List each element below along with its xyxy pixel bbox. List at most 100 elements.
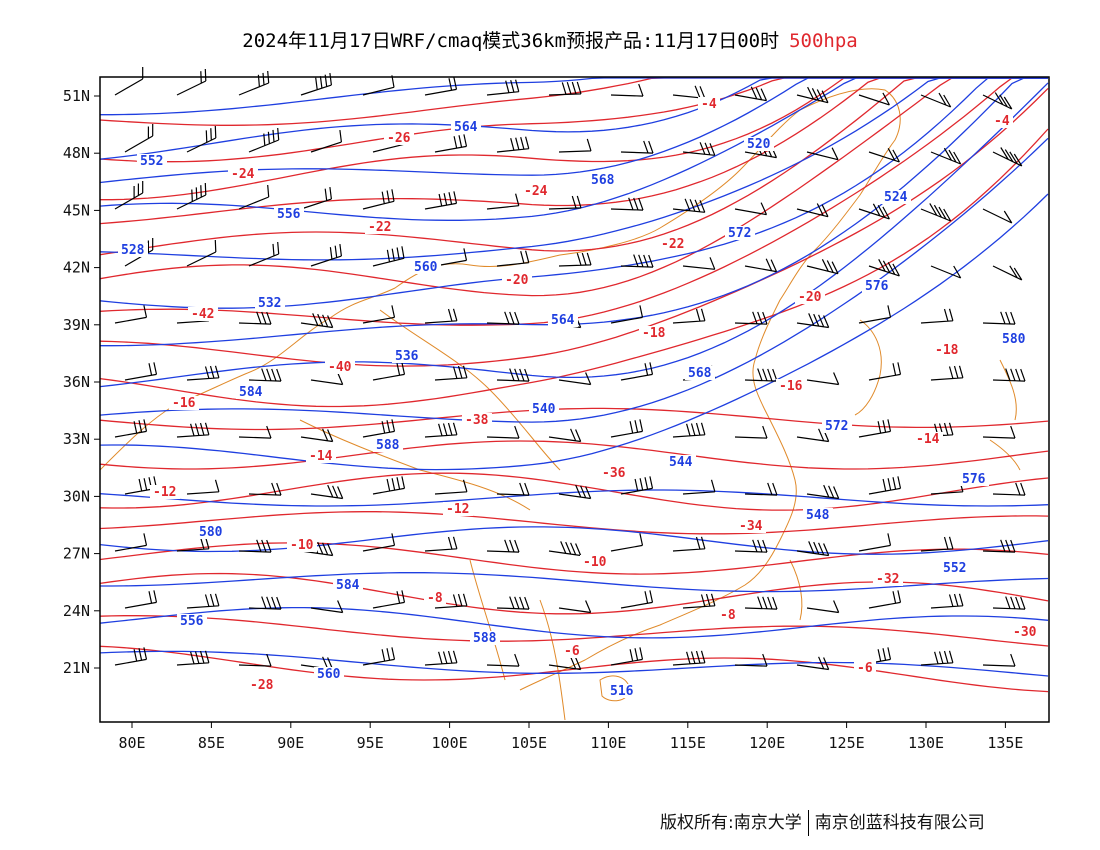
lon-tick-label: 110E bbox=[590, 734, 626, 752]
temperature-label: -22 bbox=[661, 237, 684, 252]
height-isoline bbox=[99, 77, 1048, 160]
wind-barb bbox=[868, 259, 900, 277]
wind-barb bbox=[248, 241, 280, 267]
wind-barb bbox=[558, 372, 592, 386]
map-title: 2024年11月17日WRF/cmaq模式36km预报产品:11月17日00时 5… bbox=[0, 26, 1100, 53]
wind-barb bbox=[558, 252, 592, 267]
wind-barb bbox=[610, 197, 644, 211]
temperature-label: -18 bbox=[935, 343, 959, 358]
wind-barb bbox=[496, 368, 530, 382]
lat-tick-label: 51N bbox=[63, 87, 90, 105]
wind-barb bbox=[672, 308, 706, 324]
temperature-label: -4 bbox=[994, 114, 1010, 129]
wind-barb bbox=[486, 311, 520, 325]
height-isoline bbox=[99, 489, 1049, 507]
wind-barb bbox=[744, 482, 778, 496]
temperature-label: -24 bbox=[524, 184, 548, 199]
wind-barb bbox=[858, 92, 890, 106]
wind-barb bbox=[186, 593, 220, 609]
wind-barb bbox=[248, 368, 282, 382]
height-label: 552 bbox=[943, 561, 966, 576]
height-isoline bbox=[99, 77, 1048, 221]
wind-barb bbox=[362, 419, 396, 438]
temperature-label: -16 bbox=[779, 379, 803, 394]
wind-barb bbox=[362, 189, 395, 210]
lat-tick-label: 45N bbox=[63, 201, 90, 219]
wind-barb bbox=[186, 125, 217, 153]
lat-tick-label: 27N bbox=[63, 545, 90, 563]
temperature-isoline bbox=[99, 77, 1048, 163]
wind-barb bbox=[858, 203, 890, 220]
temperature-isoline bbox=[99, 572, 1049, 615]
temperature-label: -8 bbox=[720, 608, 736, 623]
height-label: 544 bbox=[669, 455, 693, 470]
wind-barb bbox=[620, 254, 654, 268]
wind-barb bbox=[806, 372, 840, 386]
temperature-label: -10 bbox=[290, 538, 314, 553]
temperature-label: -12 bbox=[446, 502, 469, 517]
wind-barb bbox=[744, 258, 778, 273]
temperature-label: -10 bbox=[583, 555, 607, 570]
inner-border-1 bbox=[379, 309, 561, 471]
wind-barb bbox=[610, 533, 644, 552]
height-label: 580 bbox=[199, 525, 223, 540]
wind-barb bbox=[806, 600, 840, 614]
wind-barb bbox=[362, 533, 396, 552]
temperature-isoline bbox=[99, 77, 1048, 297]
wind-barb bbox=[734, 425, 768, 439]
temperature-label: -8 bbox=[427, 591, 443, 606]
temperature-label: -20 bbox=[798, 290, 822, 305]
wind-barb bbox=[992, 265, 1023, 281]
wind-barb bbox=[672, 422, 706, 438]
wind-barb bbox=[806, 259, 839, 275]
temperature-label: -34 bbox=[739, 519, 763, 534]
wind-barb bbox=[806, 147, 839, 161]
wind-barb bbox=[300, 313, 334, 329]
wind-barb bbox=[734, 539, 768, 553]
wind-barb bbox=[300, 187, 332, 210]
wind-barb bbox=[248, 127, 280, 153]
height-label: 568 bbox=[591, 173, 615, 188]
lat-tick-label: 42N bbox=[63, 259, 90, 277]
wind-barb bbox=[496, 250, 530, 267]
height-label: 524 bbox=[884, 190, 908, 205]
wind-barb bbox=[434, 134, 468, 153]
wind-barb bbox=[744, 368, 778, 382]
temperature-isoline bbox=[99, 615, 1049, 647]
temperature-label: -16 bbox=[172, 396, 196, 411]
temperature-label: -22 bbox=[368, 220, 391, 235]
wind-barb bbox=[310, 130, 342, 153]
height-label: 560 bbox=[414, 260, 438, 275]
lat-tick-label: 30N bbox=[63, 487, 90, 505]
wind-barb bbox=[858, 305, 892, 324]
temperature-isoline bbox=[99, 440, 1049, 470]
wind-barb bbox=[310, 600, 344, 614]
height-label: 588 bbox=[376, 438, 400, 453]
height-label: 540 bbox=[532, 402, 556, 417]
wind-barbs bbox=[114, 67, 1026, 671]
wind-barb bbox=[558, 600, 592, 614]
china-outline bbox=[99, 88, 901, 691]
wind-barb bbox=[868, 590, 902, 609]
wind-barb bbox=[238, 539, 272, 553]
wind-barb bbox=[114, 305, 148, 324]
height-label: 564 bbox=[551, 313, 575, 328]
lon-tick-label: 135E bbox=[987, 734, 1023, 752]
temperature-label: -42 bbox=[191, 307, 214, 322]
lon-tick-label: 125E bbox=[829, 734, 865, 752]
wind-barb bbox=[486, 425, 520, 439]
temperature-label: -4 bbox=[701, 97, 717, 112]
wind-barb bbox=[744, 596, 778, 610]
height-isoline bbox=[99, 77, 1048, 261]
wind-barb bbox=[682, 593, 716, 609]
wind-barb bbox=[796, 656, 830, 671]
lat-tick-label: 39N bbox=[63, 316, 90, 334]
wind-barb bbox=[682, 479, 716, 495]
lon-tick-label: 130E bbox=[908, 734, 944, 752]
wind-barb bbox=[610, 83, 644, 97]
temperature-label: -32 bbox=[876, 572, 899, 587]
wind-barb bbox=[176, 68, 207, 96]
wind-barb bbox=[982, 92, 1013, 110]
height-label: 564 bbox=[454, 120, 478, 135]
wind-barb bbox=[930, 365, 964, 381]
